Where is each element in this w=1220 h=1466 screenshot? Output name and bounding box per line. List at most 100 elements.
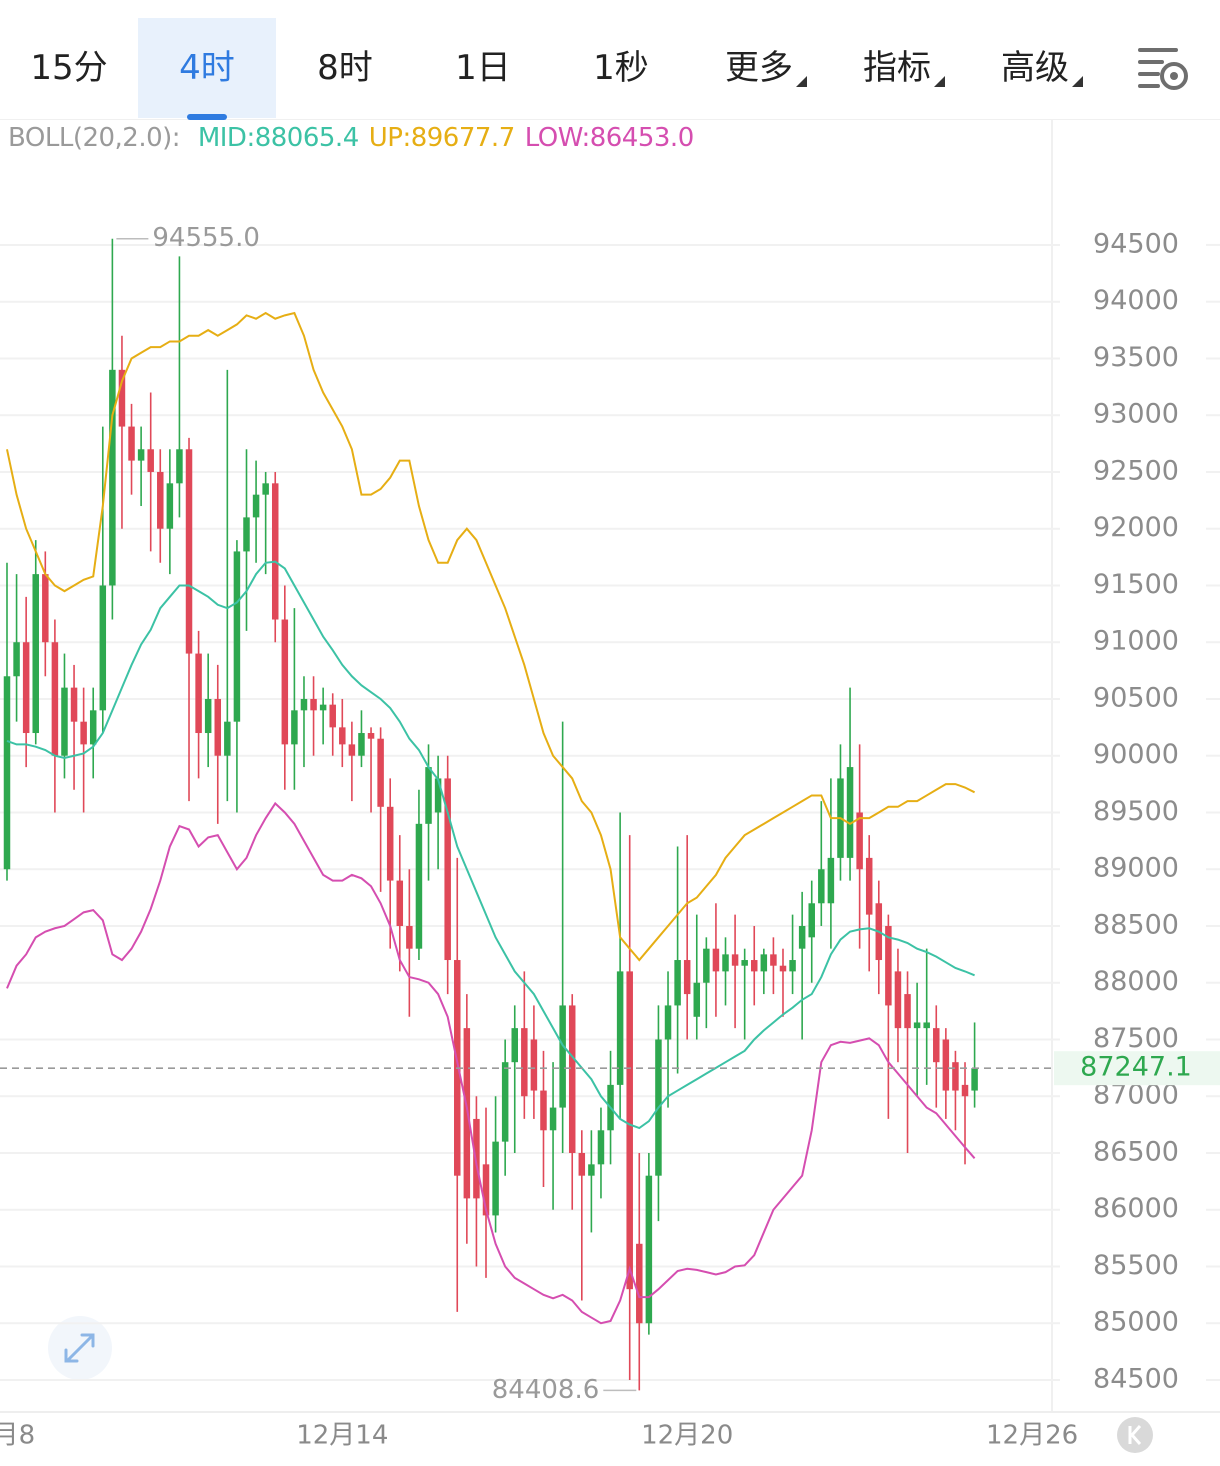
candle-body [377, 738, 384, 807]
scroll-latest-button[interactable] [1117, 1417, 1153, 1453]
candle-body [827, 857, 835, 904]
y-tick-label: 89500 [1093, 796, 1179, 827]
candle-body [923, 1022, 930, 1029]
candle-body [952, 1062, 959, 1091]
legend-entry: UP:89677.7 [368, 123, 516, 153]
candle-body [367, 733, 375, 739]
legend-value: 88065.4 [254, 123, 360, 153]
tab[interactable]: 8时 [317, 48, 373, 88]
candle-body [942, 1039, 950, 1091]
y-tick-label: 91500 [1093, 569, 1179, 600]
tab[interactable]: 15分 [30, 48, 108, 88]
x-tick-label: 12月8 [0, 1421, 35, 1451]
plot [3, 238, 978, 1391]
x-tick-label: 12月26 [986, 1421, 1078, 1451]
candle-body [741, 960, 748, 966]
tab[interactable]: 1日 [455, 48, 511, 88]
candle-body [13, 642, 20, 677]
expand-button[interactable] [48, 1316, 112, 1380]
tab-dropdown[interactable]: 指标 [828, 18, 966, 118]
candle-body [157, 471, 164, 529]
tab[interactable]: 1秒 [593, 48, 649, 88]
y-tick-label: 90500 [1093, 682, 1179, 713]
candle-body [70, 687, 78, 722]
tab-dropdown[interactable]: 更多 [690, 18, 828, 118]
timeframe-tabs: 15分 4时 8时 1日 1秒 更多 指标 高级 [0, 0, 1220, 120]
candle-body [434, 778, 442, 813]
candle-body [750, 960, 758, 972]
candle-body [22, 642, 30, 734]
x-tick-label: 12月20 [641, 1421, 733, 1451]
candle-body [808, 903, 815, 938]
tab-dropdown[interactable]: 高级 [966, 18, 1104, 118]
candle-body [137, 449, 145, 461]
latest-icon [1128, 1425, 1142, 1445]
y-tick-label: 92000 [1093, 512, 1179, 543]
settings-lines [1138, 48, 1178, 88]
candle-body [243, 517, 250, 552]
candle-body [300, 698, 308, 711]
candle-body [798, 925, 806, 949]
legend-value: 89677.7 [410, 123, 516, 153]
candle-body [358, 733, 365, 756]
tab[interactable]: 4时 [138, 18, 276, 120]
candle-body [204, 698, 212, 734]
high-marker-label: 94555.0 [152, 223, 260, 253]
candle-body [396, 880, 404, 926]
candle-body [166, 483, 174, 529]
settings-gear-center [1170, 72, 1178, 80]
candle-body [406, 925, 413, 949]
candle-body [118, 369, 126, 427]
candle-body [540, 1090, 547, 1131]
candle-body [530, 1039, 538, 1091]
candle-body [588, 1164, 595, 1176]
candle-body [559, 1005, 566, 1108]
candle-body [501, 1062, 509, 1142]
expand-icon [64, 1333, 95, 1363]
candle-body [291, 710, 298, 745]
candle-body [904, 994, 911, 1029]
band-line [6, 801, 976, 1325]
y-tick-label: 94000 [1093, 285, 1179, 316]
y-tick-label: 92500 [1093, 455, 1179, 486]
axes: 8450085000855008600086500870008750088000… [0, 223, 1220, 1451]
last-price-box [1054, 1051, 1220, 1086]
candle-body [176, 449, 183, 484]
candle-body [722, 954, 729, 972]
candle-body [415, 823, 423, 949]
candle-body [597, 1130, 605, 1165]
y-tick-label: 90000 [1093, 739, 1179, 770]
candle-body [636, 1243, 643, 1324]
candle-body [214, 698, 222, 756]
candle-body [712, 948, 720, 972]
candle-body [224, 721, 231, 756]
indicator-name: BOLL(20,2.0): [8, 123, 181, 153]
candle-body [348, 744, 356, 756]
legend-entry: MID:88065.4 [198, 123, 359, 153]
candle-body [492, 1141, 499, 1216]
candle-body [271, 483, 279, 620]
last-price-label: 87247.1 [1080, 1052, 1192, 1083]
candle-body [195, 653, 202, 734]
candle-body [521, 1028, 528, 1097]
candle-body [444, 778, 451, 961]
legend-name: UP: [368, 123, 411, 153]
candle-body [578, 1152, 586, 1176]
legend-name: LOW: [524, 123, 590, 153]
candle-body [147, 449, 154, 472]
grid [0, 243, 1220, 1381]
y-tick-label: 88000 [1093, 966, 1179, 997]
settings-icon[interactable] [1136, 44, 1192, 94]
candle-body [339, 727, 346, 745]
candle-body [913, 1022, 921, 1029]
candle-body [61, 687, 68, 756]
candle-body [731, 954, 739, 966]
candle-body [683, 960, 691, 995]
candle-body [109, 369, 116, 586]
band-line [6, 560, 975, 1130]
y-tick-label: 86000 [1093, 1193, 1179, 1224]
y-tick-label: 89000 [1093, 853, 1179, 884]
candle-body [703, 948, 710, 983]
candle-body [885, 925, 892, 1006]
